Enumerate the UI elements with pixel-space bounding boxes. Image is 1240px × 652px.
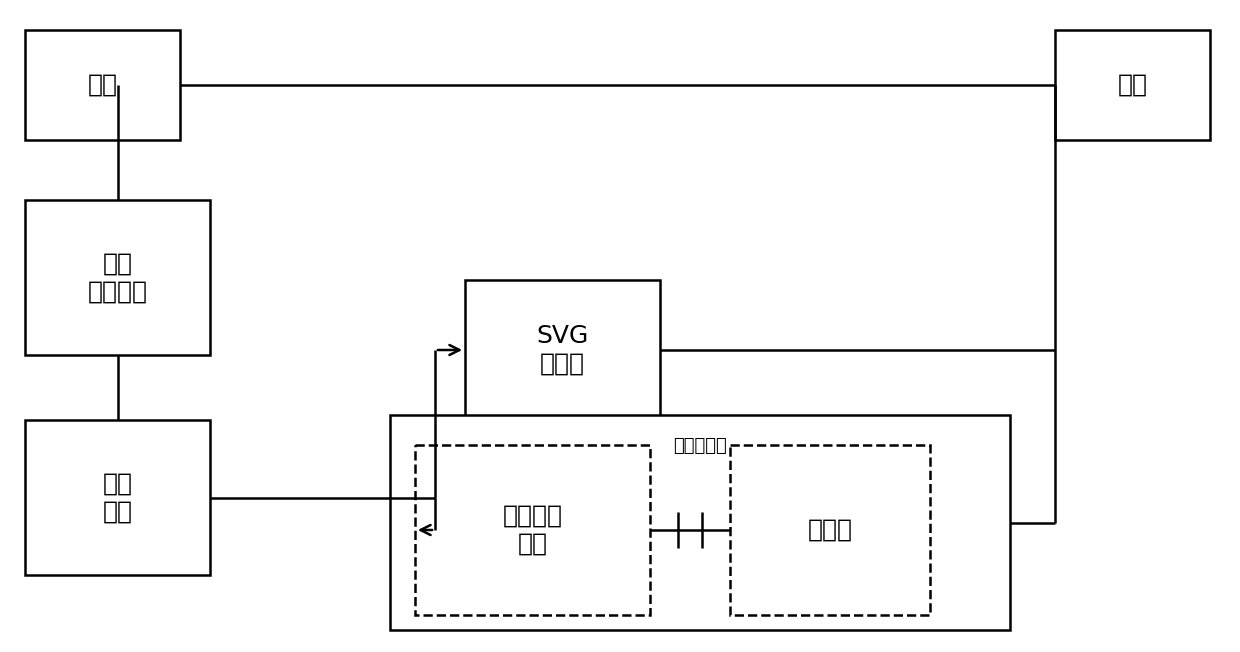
Text: 电容器: 电容器 [807,518,853,542]
Text: 电容投切
单元: 电容投切 单元 [502,504,563,556]
Bar [415,445,650,615]
Text: 负载: 负载 [1117,73,1147,97]
Bar [25,420,210,575]
Bar [25,200,210,355]
Text: 智能电容器: 智能电容器 [673,437,727,455]
Bar [25,30,180,140]
Bar [465,280,660,420]
Text: 电源: 电源 [88,73,118,97]
Text: 控制
单元: 控制 单元 [103,471,133,524]
Bar [730,445,930,615]
Bar [391,415,1011,630]
Text: SVG
主单元: SVG 主单元 [537,324,589,376]
Bar [1055,30,1210,140]
Text: 信号
采集单元: 信号 采集单元 [88,252,148,303]
